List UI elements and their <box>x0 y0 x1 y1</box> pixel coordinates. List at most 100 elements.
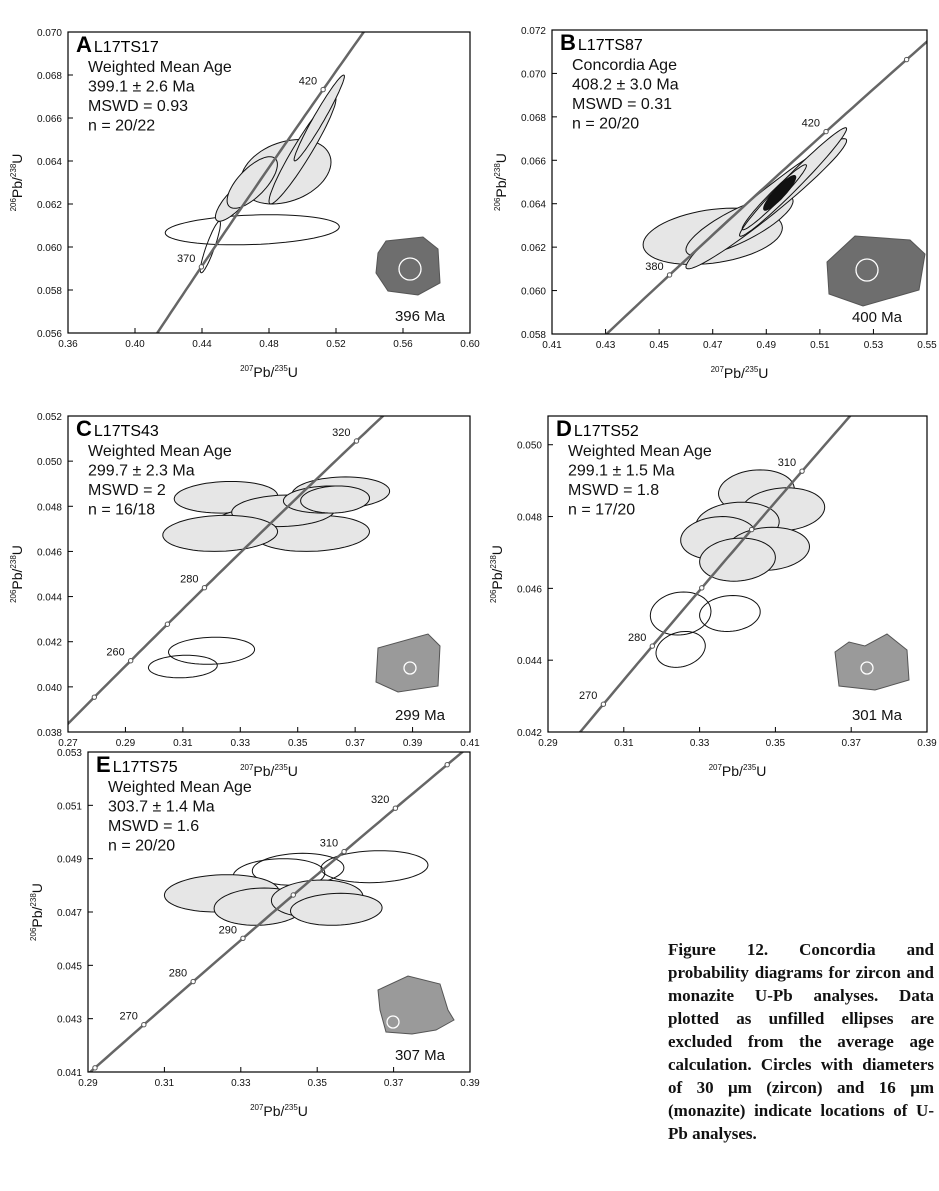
result-line: 399.1 ± 2.6 Ma <box>88 79 195 96</box>
x-tick-label: 0.31 <box>614 738 634 749</box>
age-label: 310 <box>320 838 338 850</box>
grain-image <box>826 235 926 307</box>
y-tick-label: 0.047 <box>57 908 82 919</box>
error-ellipse <box>289 892 383 926</box>
grain-age: 301 Ma <box>852 707 903 724</box>
age-label: 280 <box>180 574 198 586</box>
axis-label-element: U <box>288 364 298 380</box>
axis-label-mass: 235 <box>743 763 757 772</box>
age-marker <box>444 761 450 768</box>
analysis-spot <box>403 661 417 675</box>
axis-label: 207Pb/235U <box>250 1103 308 1119</box>
axis-label-mass: 238 <box>9 163 18 177</box>
ellipses <box>163 850 429 926</box>
panel-heading: B L17TS87 <box>560 30 643 55</box>
x-tick-label: 0.39 <box>917 738 937 749</box>
x-tick-label: 0.43 <box>596 340 616 351</box>
y-tick-label: 0.062 <box>521 243 546 254</box>
result-line: Weighted Mean Age <box>568 443 712 460</box>
age-marker <box>699 585 705 591</box>
panel-letter: C <box>76 416 92 441</box>
error-ellipse <box>167 636 256 665</box>
error-ellipse <box>320 850 429 884</box>
y-tick-label: 0.060 <box>521 287 546 298</box>
y-tick-label: 0.064 <box>521 200 546 211</box>
result-line: Concordia Age <box>572 57 677 74</box>
age-label: 370 <box>177 253 195 265</box>
axis-label-mass: 235 <box>274 364 288 373</box>
x-tick-label: 0.37 <box>345 738 365 749</box>
axis-label-mass: 206 <box>9 589 18 603</box>
error-ellipse <box>226 156 278 209</box>
analysis-spot <box>855 258 879 282</box>
result-line: MSWD = 0.93 <box>88 98 188 115</box>
age-marker <box>198 264 205 270</box>
x-tick-label: 0.27 <box>58 738 78 749</box>
age-marker <box>320 86 326 93</box>
x-tick-label: 0.39 <box>460 1078 480 1089</box>
y-tick-label: 0.038 <box>37 728 62 739</box>
age-marker <box>748 526 755 533</box>
axis-label-mass: 238 <box>29 893 38 907</box>
axis-label-mass: 235 <box>274 763 288 772</box>
axis-label: 206Pb/238U <box>493 153 509 211</box>
y-tick-label: 0.051 <box>57 801 82 812</box>
y-tick-label: 0.041 <box>57 1068 82 1079</box>
error-ellipse <box>699 537 776 582</box>
age-label: 310 <box>778 457 796 469</box>
axis-label: 206Pb/238U <box>29 883 45 941</box>
panel-letter: B <box>560 30 576 55</box>
age-marker <box>341 848 347 855</box>
result-line: n = 16/18 <box>88 502 155 519</box>
age-marker <box>600 701 607 707</box>
result-line: 299.1 ± 1.5 Ma <box>568 463 675 480</box>
age-label: 280 <box>169 968 187 980</box>
y-tick-label: 0.046 <box>37 547 62 558</box>
y-tick-label: 0.066 <box>521 156 546 167</box>
y-tick-label: 0.046 <box>517 584 542 595</box>
result-line: n = 20/20 <box>572 116 639 133</box>
grain-image <box>377 975 455 1035</box>
x-tick-label: 0.44 <box>192 339 212 350</box>
y-tick-label: 0.048 <box>517 513 542 524</box>
grain-age: 400 Ma <box>852 309 903 326</box>
age-label: 260 <box>106 647 124 659</box>
panel: 0.27 0.29 0.31 0.33 0.35 0.37 0.39 0.41 0.038 0.0… <box>9 412 480 779</box>
axis-label: 206Pb/238U <box>489 545 505 603</box>
ellipses <box>649 469 826 668</box>
sample-name: L17TS52 <box>574 423 639 440</box>
x-tick-label: 0.45 <box>649 340 669 351</box>
sample-name: L17TS75 <box>113 759 178 776</box>
axis-label: 206Pb/238U <box>9 154 25 212</box>
age-marker <box>201 585 208 591</box>
x-tick-label: 0.52 <box>326 339 346 350</box>
x-tick-label: 0.47 <box>703 340 723 351</box>
axis-label: 207Pb/235U <box>240 364 298 380</box>
y-tick-label: 0.072 <box>521 26 546 37</box>
age-marker <box>823 128 829 135</box>
age-label: 290 <box>219 924 237 936</box>
concordia-curve <box>578 416 852 732</box>
x-tick-label: 0.37 <box>841 738 861 749</box>
x-tick-label: 0.37 <box>384 1078 404 1089</box>
analysis-spot <box>860 661 874 675</box>
axis-label-element: U <box>288 763 298 779</box>
age-label: 320 <box>332 427 350 439</box>
concordia-curve <box>604 39 927 334</box>
axis-label-mass: 238 <box>493 163 502 177</box>
error-ellipse <box>699 594 761 633</box>
sample-name: L17TS43 <box>94 423 159 440</box>
y-tick-label: 0.064 <box>37 157 62 168</box>
result-line: MSWD = 1.8 <box>568 482 659 499</box>
axis-label-mass: 238 <box>9 555 18 569</box>
ellipses <box>147 476 391 679</box>
y-tick-label: 0.058 <box>521 330 546 341</box>
axis-label: 206Pb/238U <box>9 545 25 603</box>
x-tick-label: 0.41 <box>542 340 562 351</box>
axis-label-mass: 206 <box>493 197 502 211</box>
age-label: 270 <box>119 1011 137 1023</box>
axis-label-element: U <box>758 365 768 381</box>
result-line: n = 17/20 <box>568 502 635 519</box>
axis-label: 207Pb/235U <box>711 365 769 381</box>
